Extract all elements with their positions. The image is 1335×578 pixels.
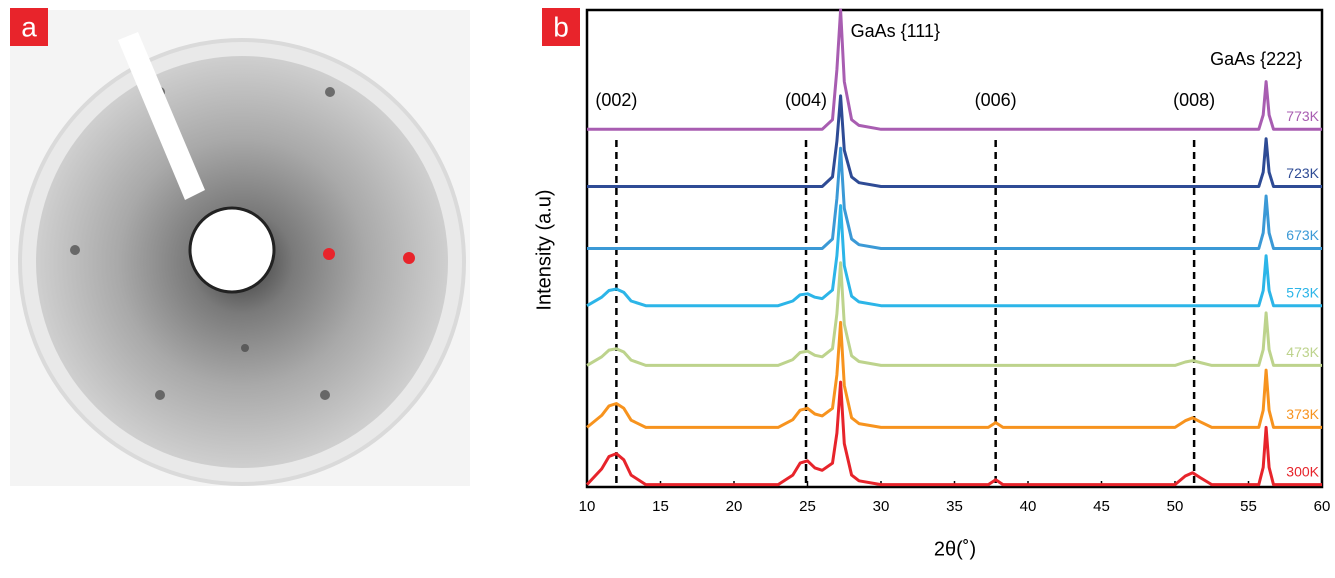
diffraction-spots (70, 87, 335, 400)
series-label: 773K (1286, 108, 1319, 124)
highlight-spot (323, 248, 335, 260)
x-tick-label: 15 (652, 498, 669, 515)
series-line (586, 320, 1322, 429)
sample-holder (118, 32, 205, 200)
reference-label: (004) (785, 90, 827, 110)
x-tick-label: 45 (1093, 498, 1110, 515)
series-line (586, 261, 1322, 367)
x-tick-label: 50 (1167, 498, 1184, 515)
panel-label-box (10, 8, 48, 46)
x-tick-label: 25 (799, 498, 816, 515)
highlight-spot (403, 252, 415, 264)
series-label: 300K (1286, 463, 1319, 479)
x-tick-label: 40 (1020, 498, 1037, 515)
series-label: 673K (1286, 227, 1319, 243)
annotation: GaAs {111} (851, 21, 940, 41)
y-axis-label: Intensity (a.u) (533, 189, 555, 310)
series-line (587, 94, 1322, 188)
x-tick-label: 60 (1314, 498, 1331, 515)
reference-label: (008) (1173, 90, 1215, 110)
leed-image (10, 10, 470, 486)
panel-label: b (553, 11, 569, 42)
x-tick-label: 30 (873, 498, 890, 515)
annotation: GaAs {222} (1210, 49, 1302, 69)
series-line (587, 146, 1322, 250)
series-label: 473K (1286, 344, 1319, 360)
series-line (586, 204, 1322, 308)
panel-label-box (542, 8, 580, 46)
electron-gun (188, 206, 276, 294)
panel-label: a (21, 11, 37, 42)
series-label: 723K (1286, 165, 1319, 181)
reference-label: (002) (595, 90, 637, 110)
x-tick-label: 20 (726, 498, 743, 515)
series-line (585, 380, 1322, 487)
x-axis-label: 2θ(˚) (934, 538, 976, 560)
reference-label: (006) (975, 90, 1017, 110)
x-tick-label: 35 (946, 498, 963, 515)
x-tick-label: 10 (579, 498, 596, 515)
series-line (587, 8, 1322, 131)
series-label: 573K (1286, 284, 1319, 300)
x-tick-label: 55 (1240, 498, 1257, 515)
series-label: 373K (1286, 406, 1319, 422)
